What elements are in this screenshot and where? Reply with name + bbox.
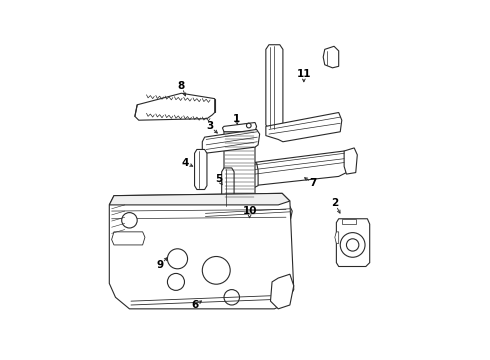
Polygon shape: [202, 206, 292, 222]
Polygon shape: [112, 232, 145, 245]
Circle shape: [122, 213, 137, 228]
Circle shape: [168, 274, 184, 291]
Polygon shape: [270, 274, 294, 309]
Polygon shape: [202, 130, 260, 153]
Polygon shape: [266, 112, 342, 142]
Text: 8: 8: [178, 81, 185, 91]
Circle shape: [168, 249, 188, 269]
Polygon shape: [249, 151, 348, 186]
Polygon shape: [109, 193, 294, 309]
Text: 6: 6: [192, 300, 199, 310]
Circle shape: [246, 123, 251, 128]
Circle shape: [346, 239, 359, 251]
Polygon shape: [336, 219, 369, 266]
Polygon shape: [323, 46, 339, 68]
Polygon shape: [195, 149, 207, 189]
Polygon shape: [222, 197, 257, 205]
Polygon shape: [342, 219, 356, 224]
Text: 10: 10: [243, 206, 257, 216]
Polygon shape: [224, 123, 255, 201]
Text: 4: 4: [182, 158, 189, 167]
Polygon shape: [222, 122, 257, 132]
Polygon shape: [344, 148, 357, 174]
Polygon shape: [109, 193, 290, 205]
Polygon shape: [135, 93, 215, 120]
Text: 1: 1: [233, 114, 240, 123]
Text: 11: 11: [296, 69, 311, 79]
Polygon shape: [335, 232, 339, 243]
Polygon shape: [221, 168, 234, 207]
Text: 7: 7: [310, 178, 317, 188]
Text: 5: 5: [215, 174, 222, 184]
Text: 2: 2: [331, 198, 339, 208]
Polygon shape: [245, 163, 258, 188]
Circle shape: [202, 256, 230, 284]
Text: 9: 9: [157, 260, 164, 270]
Polygon shape: [266, 45, 283, 130]
Circle shape: [224, 289, 240, 305]
Text: 3: 3: [206, 121, 214, 131]
Circle shape: [340, 233, 365, 257]
